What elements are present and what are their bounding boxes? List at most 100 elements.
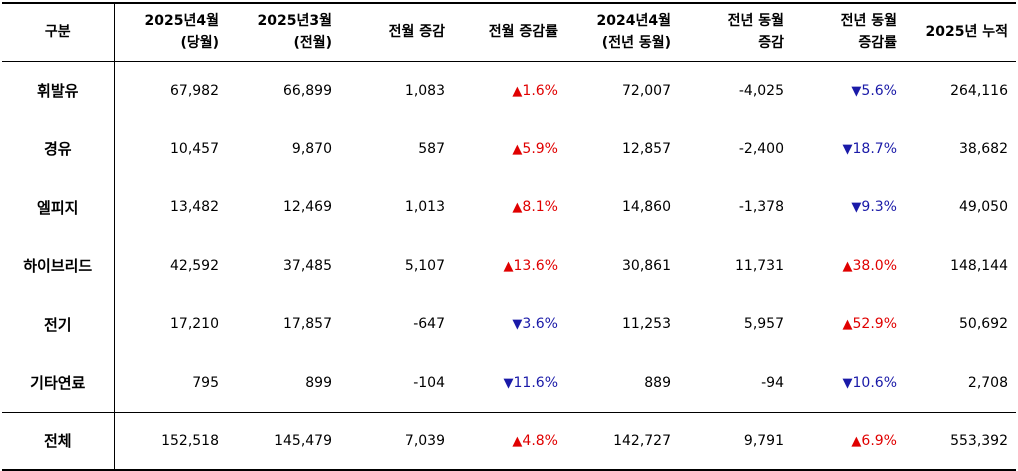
cell-mom-rate: ▼3.6% (453, 295, 566, 354)
header-row: 구분 2025년4월 (당월) 2025년3월 (전월) 전월 증감 전월 증감… (2, 2, 1016, 62)
rate-value: 1.6% (522, 82, 558, 99)
table-row: 하이브리드 42,592 37,485 5,107 ▲13.6% 30,861 11,731… (2, 236, 1016, 296)
cell-ytd: 2,708 (967, 374, 1008, 391)
cell-yoy-change: -1,378 (738, 199, 784, 216)
cell-yoy-base: 889 (644, 374, 671, 391)
cell-yoy-base: 30,861 (622, 257, 671, 274)
cell-yoy-rate: ▼18.7% (792, 120, 905, 179)
triangle-up-icon: ▲ (842, 258, 853, 274)
table-row: 엘피지 13,482 12,469 1,013 ▲8.1% 14,860 -1,378 ▼9.… (2, 178, 1016, 237)
triangle-down-icon: ▼ (512, 317, 523, 333)
rate-value: 38.0% (852, 257, 897, 274)
cell-mom-change: 587 (418, 140, 445, 157)
row-label: 기타연료 (2, 353, 115, 412)
header-mom-rate: 전월 증감률 (453, 2, 566, 62)
row-label: 경유 (2, 119, 115, 178)
cell-ytd: 49,050 (959, 199, 1008, 216)
cell-previous-month: 899 (305, 374, 332, 391)
rate-value: 8.1% (522, 199, 558, 216)
cell-mom-change: 1,013 (404, 199, 445, 216)
row-label: 전기 (2, 295, 115, 354)
cell-yoy-rate: ▼5.6% (792, 61, 905, 120)
cell-previous-month: 66,899 (283, 82, 332, 99)
total-row: 전체 152,518 145,479 7,039 ▲4.8% 142,727 9,791 ▲6… (2, 411, 1016, 471)
triangle-down-icon: ▼ (842, 141, 853, 157)
cell-mom-rate: ▲8.1% (453, 178, 566, 237)
triangle-down-icon: ▼ (851, 83, 862, 99)
header-yoy-change: 전년 동월 증감 (679, 2, 792, 62)
cell-yoy-base: 142,727 (566, 411, 679, 471)
cell-yoy-change: 11,731 (735, 257, 784, 274)
rate-value: 3.6% (522, 316, 558, 333)
rate-value: 13.6% (513, 257, 558, 274)
row-label: 엘피지 (2, 178, 115, 237)
rate-value: 18.7% (852, 140, 897, 157)
triangle-down-icon: ▼ (503, 375, 514, 391)
table-row: 전기 17,210 17,857 -647 ▼3.6% 11,253 5,957 ▲52.9%… (2, 295, 1016, 354)
rate-value: 11.6% (513, 374, 558, 391)
cell-yoy-change: -94 (761, 374, 784, 391)
cell-current-month: 152,518 (114, 411, 227, 471)
cell-yoy-rate: ▼9.3% (792, 178, 905, 237)
cell-yoy-rate: ▲38.0% (792, 237, 905, 296)
cell-previous-month: 37,485 (283, 257, 332, 274)
cell-ytd: 553,392 (905, 411, 1016, 471)
cell-ytd: 264,116 (950, 82, 1008, 99)
triangle-down-icon: ▼ (851, 200, 862, 216)
cell-mom-change: -647 (413, 316, 445, 333)
cell-current-month: 795 (192, 374, 219, 391)
cell-yoy-base: 12,857 (622, 140, 671, 157)
triangle-up-icon: ▲ (512, 200, 523, 216)
rate-value: 9.3% (861, 199, 897, 216)
cell-mom-rate: ▲4.8% (453, 411, 566, 471)
cell-mom-rate: ▲13.6% (453, 237, 566, 296)
triangle-up-icon: ▲ (851, 433, 862, 449)
cell-mom-change: 1,083 (404, 82, 445, 99)
row-label: 휘발유 (2, 61, 115, 120)
cell-current-month: 17,210 (170, 316, 219, 333)
triangle-up-icon: ▲ (512, 141, 523, 157)
header-ytd: 2025년 누적 (905, 2, 1016, 62)
triangle-up-icon: ▲ (512, 83, 523, 99)
cell-yoy-base: 11,253 (622, 316, 671, 333)
cell-ytd: 38,682 (959, 140, 1008, 157)
cell-current-month: 13,482 (170, 199, 219, 216)
cell-mom-change: 5,107 (404, 257, 445, 274)
rate-value: 5.9% (522, 140, 558, 157)
rate-value: 10.6% (852, 374, 897, 391)
rate-value: 5.6% (861, 82, 897, 99)
table-row: 기타연료 795 899 -104 ▼11.6% 889 -94 ▼10.6% 2,708 (2, 353, 1016, 413)
cell-current-month: 10,457 (170, 140, 219, 157)
cell-previous-month: 145,479 (227, 411, 340, 471)
cell-previous-month: 9,870 (291, 140, 332, 157)
cell-yoy-rate: ▼10.6% (792, 354, 905, 413)
cell-yoy-change: 9,791 (679, 411, 792, 471)
table-row: 경유 10,457 9,870 587 ▲5.9% 12,857 -2,400 ▼18.7% 3… (2, 119, 1016, 179)
cell-current-month: 42,592 (170, 257, 219, 274)
header-category: 구분 (2, 2, 115, 62)
cell-mom-change: -104 (413, 374, 445, 391)
rate-value: 4.8% (522, 432, 558, 449)
header-mom-change: 전월 증감 (340, 2, 453, 62)
cell-mom-rate: ▲5.9% (453, 120, 566, 179)
cell-mom-rate: ▼11.6% (453, 354, 566, 413)
row-label: 전체 (2, 411, 115, 471)
cell-yoy-rate: ▲6.9% (792, 411, 905, 471)
cell-previous-month: 17,857 (283, 316, 332, 333)
cell-yoy-change: -2,400 (738, 140, 784, 157)
cell-mom-change: 7,039 (340, 411, 453, 471)
header-current-month: 2025년4월 (당월) (114, 2, 227, 62)
triangle-up-icon: ▲ (842, 317, 853, 333)
cell-previous-month: 12,469 (283, 199, 332, 216)
row-label: 하이브리드 (2, 236, 115, 295)
cell-mom-rate: ▲1.6% (453, 61, 566, 120)
cell-current-month: 67,982 (170, 82, 219, 99)
cell-yoy-base: 14,860 (622, 199, 671, 216)
cell-yoy-base: 72,007 (622, 82, 671, 99)
triangle-up-icon: ▲ (512, 433, 523, 449)
cell-ytd: 148,144 (950, 257, 1008, 274)
cell-yoy-rate: ▲52.9% (792, 295, 905, 354)
triangle-up-icon: ▲ (503, 258, 514, 274)
